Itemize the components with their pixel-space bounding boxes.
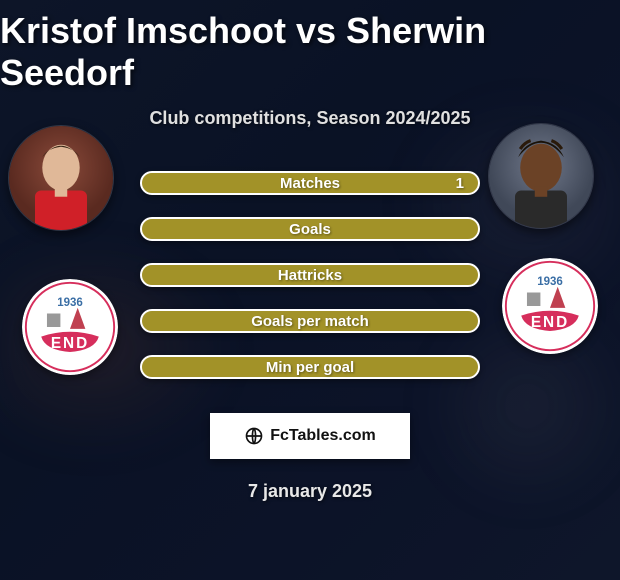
stat-pill-gpm: Goals per match: [140, 309, 480, 333]
stat-label: Hattricks: [278, 267, 342, 284]
brand-badge[interactable]: FcTables.com: [210, 413, 410, 459]
stat-pill-goals: Goals: [140, 217, 480, 241]
stat-label: Goals: [289, 221, 331, 238]
subtitle: Club competitions, Season 2024/2025: [149, 108, 470, 129]
globe-icon: [244, 426, 264, 446]
stat-label: Matches: [280, 175, 340, 192]
date-text: 7 january 2025: [248, 481, 372, 502]
stat-pill-mpg: Min per goal: [140, 355, 480, 379]
stat-pill-hattricks: Hattricks: [140, 263, 480, 287]
stat-label: Goals per match: [251, 313, 369, 330]
brand-text: FcTables.com: [270, 427, 376, 445]
stat-value-right: 1: [456, 175, 464, 192]
stat-pill-matches: Matches 1: [140, 171, 480, 195]
page-title: Kristof Imschoot vs Sherwin Seedorf: [0, 10, 620, 94]
stats-column: Matches 1 Goals Hattricks Goals per matc…: [140, 171, 480, 379]
stat-label: Min per goal: [266, 359, 354, 376]
